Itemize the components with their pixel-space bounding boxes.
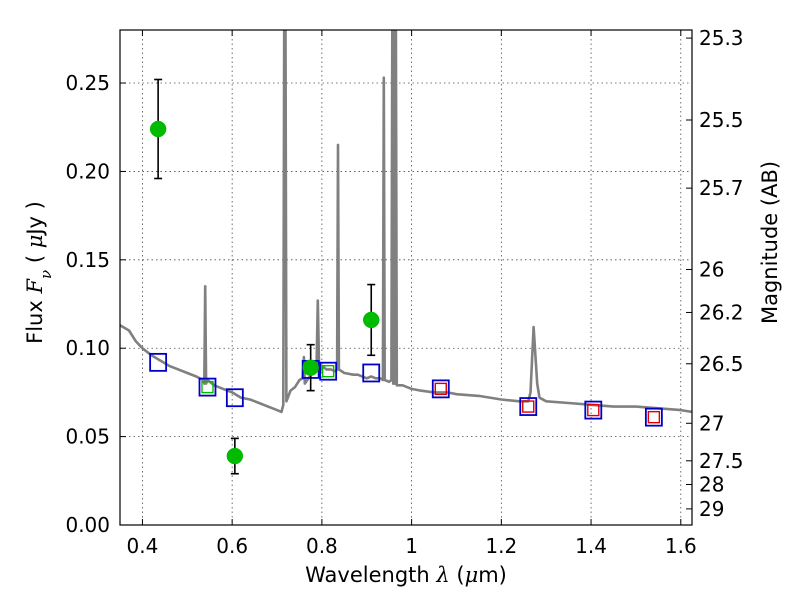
model-square-marker [319,361,338,381]
model-square-marker [584,400,603,420]
y2-tick-label: 26.5 [699,352,744,376]
y2-tick-label: 26.2 [699,300,744,324]
x-tick-label: 1.4 [575,534,607,558]
axes-frame [119,29,693,526]
x-tick-label: 1.2 [485,534,517,558]
y-tick-label: 0.20 [65,159,110,183]
model-inner-square-marker [522,400,535,413]
y-tick-label: 0.25 [65,71,110,95]
y2-tick-label: 25.7 [699,176,744,200]
x-tick-label: 1.6 [665,534,697,558]
y2-tick-label: 25.5 [699,108,744,132]
y2-axis-label: Magnitude (AB) [758,161,782,324]
y2-tick-label: 28 [699,473,724,497]
model-inner-square-marker [201,380,214,394]
ticks: 0.4 0.6 0.8 1 1.2 1.4 1.6 0.00 0.05 0.10 0.15 0.20 0… [65,26,743,558]
grid [120,30,692,525]
model-square-marker [644,407,663,427]
model-square-marker [362,363,381,383]
observed-point [302,359,319,376]
y-tick-label: 0.05 [65,425,110,449]
y-tick-label: 0.00 [65,513,110,537]
y2-tick-label: 27.5 [699,449,744,473]
y-tick-label: 0.15 [65,248,110,272]
y2-tick-label: 27 [699,411,724,435]
model-square-marker [519,397,538,416]
x-tick-label: 1 [405,534,418,558]
model-inner-square-marker [434,382,447,396]
model-square-marker [431,379,450,399]
observed-point [149,120,167,138]
x-tick-label: 0.6 [216,534,248,558]
observed-point [362,311,380,329]
spectrum-line [120,30,692,414]
y-axis-label: Flux Fν ( μJy ) [23,201,55,344]
plot-area [120,30,692,475]
y2-tick-label: 25.3 [699,26,744,50]
observed-point [226,447,244,465]
x-tick-label: 0.4 [127,534,159,558]
model-inner-square-marker [321,364,335,378]
model-square-marker [198,377,217,397]
model-square-marker [225,388,244,408]
y2-tick-label: 29 [699,497,724,521]
model-inner-square-marker [647,410,661,424]
y2-tick-label: 26 [699,257,724,281]
x-tick-label: 0.8 [306,534,338,558]
x-axis-label: Wavelength λ (μm) [305,563,507,587]
model-square-marker [149,352,168,372]
y-tick-label: 0.10 [65,336,110,360]
model-inner-square-marker [587,403,600,417]
